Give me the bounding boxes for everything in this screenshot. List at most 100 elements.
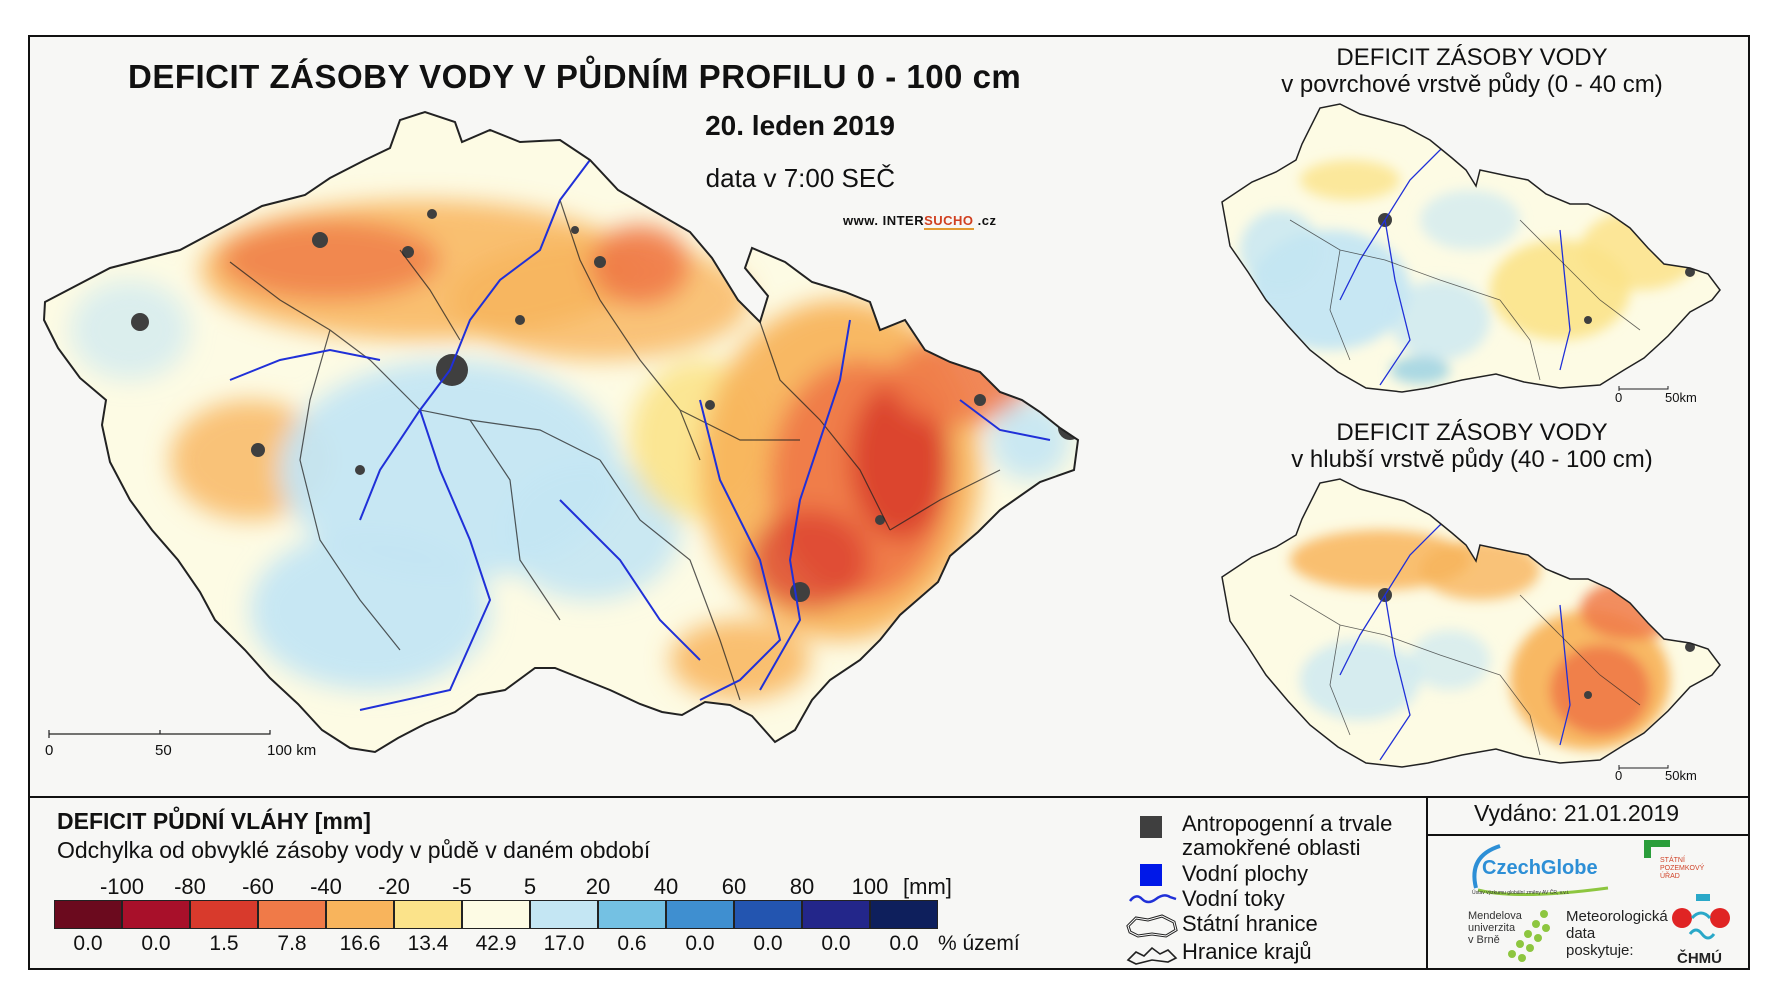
inset-bottom-scale-bar [1618, 765, 1669, 770]
legend-break-label: -40 [310, 874, 342, 899]
legend-percentage: 42.9 [475, 932, 517, 955]
inset-bottom-scale-0: 0 [1615, 768, 1623, 783]
website-highlight: SUCHO [924, 213, 974, 230]
legend-percentage: 17.0 [543, 932, 585, 955]
legend-swatch [462, 900, 530, 929]
urban-label-line2: zamokřené oblasti [1182, 835, 1361, 860]
rivers [229, 159, 1051, 711]
legend-region-border: Hranice krajů [1122, 940, 1312, 968]
legend-percentage: 1.5 [209, 932, 239, 955]
meteo-data-text: Meteorologická data poskytuje: [1566, 908, 1668, 959]
rivers-label: Vodní toky [1182, 886, 1285, 911]
legend-percentage: 7.8 [277, 932, 307, 955]
legend-percentage: 0.0 [685, 932, 715, 955]
legend-swatch [190, 900, 258, 929]
water-square-icon [1140, 864, 1162, 886]
website-prefix: www. INTER [843, 213, 925, 228]
legend-percentage: 0.0 [73, 932, 103, 955]
main-scale-100: 100 km [267, 742, 317, 759]
legend-swatch [870, 900, 938, 929]
main-scale-50: 50 [155, 742, 172, 759]
region-border-label: Hranice krajů [1182, 939, 1312, 964]
legend-break-label: 20 [585, 874, 611, 899]
river-line-icon [1129, 894, 1177, 904]
inset-bottom-border [1221, 478, 1721, 768]
legend-break-label: -5 [452, 874, 472, 899]
legend-swatch [598, 900, 666, 929]
state-border-label: Státní hranice [1182, 911, 1318, 936]
legend-swatch [530, 900, 598, 929]
issued-date: Vydáno: 21.01.2019 [1474, 800, 1680, 826]
legend-percentage: 13.4 [407, 932, 449, 955]
issued-separator [1428, 834, 1750, 836]
inset-bottom-title-line2: v hlubší vrstvě půdy (40 - 100 cm) [1291, 446, 1653, 473]
czechglobe-text: CzechGlobe [1482, 857, 1598, 879]
legend-rivers: Vodní toky [1122, 887, 1285, 913]
legend-swatch [394, 900, 462, 929]
legend-percentage: 0.6 [617, 932, 647, 955]
legend-percentage: 0.0 [821, 932, 851, 955]
main-scale-bar [48, 730, 271, 738]
data-time: data v 7:00 SEČ [705, 163, 895, 193]
legend-break-label: 80 [789, 874, 815, 899]
legend-subtitle: Odchylka od obvyklé zásoby vody v půdě v… [57, 837, 651, 863]
chmu-emblem-icon [1672, 894, 1730, 940]
state-border-icon [1126, 914, 1178, 938]
legend-separator [28, 796, 1750, 798]
spu-mark-icon [1644, 840, 1670, 858]
inset-top-scale-bar [1618, 386, 1669, 391]
inset-bottom-title: DEFICIT ZÁSOBY VODY v hlubší vrstvě půdy… [1212, 419, 1732, 473]
legend-break-label: -20 [378, 874, 410, 899]
legend-swatch [666, 900, 734, 929]
legend-swatch [54, 900, 122, 929]
region-borders [229, 199, 1001, 701]
mendel-dots-icon [1508, 910, 1550, 962]
inset-top-scale-50: 50km [1665, 390, 1697, 405]
legend-unit: [mm] [903, 874, 952, 899]
legend-break-label: -60 [242, 874, 274, 899]
spu-line1: STÁTNÍ [1660, 857, 1685, 864]
legend-water: Vodní plochy [1122, 862, 1308, 888]
website-suffix: .cz [973, 213, 997, 228]
legend-break-label: -80 [174, 874, 206, 899]
legend-state-border: Státní hranice [1122, 912, 1318, 940]
chmu-text: ČHMÚ [1677, 950, 1722, 967]
legend-break-label: 60 [721, 874, 747, 899]
urban-label-line1: Antropogenní a trvale [1182, 811, 1393, 836]
water-label: Vodní plochy [1182, 861, 1308, 886]
legend-swatch [326, 900, 394, 929]
legend-percentage: 0.0 [753, 932, 783, 955]
inset-top-title-line2: v povrchové vrstvě půdy (0 - 40 cm) [1281, 71, 1663, 98]
meteo-line1: Meteorologická [1566, 908, 1668, 925]
legend-break-label: 5 [523, 874, 537, 899]
inset-top-title-line1: DEFICIT ZÁSOBY VODY [1336, 44, 1608, 71]
spu-text: STÁTNÍ POZEMKOVÝ ÚŘAD [1660, 857, 1704, 881]
main-date: 20. leden 2019 [705, 110, 895, 141]
czechglobe-swoosh-icon [1472, 844, 1609, 897]
legend-break-label: -100 [99, 874, 145, 899]
mendel-text: Mendelova univerzita v Brně [1468, 910, 1522, 946]
czechglobe-subtitle: Ústav výzkumu globální změny AV ČR, v.v.… [1472, 890, 1570, 896]
legend-title: DEFICIT PŮDNÍ VLÁHY [mm] [57, 808, 371, 834]
region-border-icon [1126, 946, 1178, 965]
website-link[interactable]: www. INTERSUCHO .cz [843, 213, 997, 230]
urban-square-icon [1140, 816, 1162, 838]
legend-percentage: 16.6 [339, 932, 381, 955]
inset-bottom-map [1222, 479, 1720, 767]
legend-swatch [802, 900, 870, 929]
meteo-line3: poskytuje: [1566, 942, 1634, 959]
mendel-line1: Mendelova [1468, 910, 1522, 922]
legend-break-label: 100 [851, 874, 889, 899]
main-scale-0: 0 [45, 742, 54, 759]
main-title: DEFICIT ZÁSOBY VODY V PŮDNÍM PROFILU 0 -… [128, 58, 1022, 95]
urban-label: Antropogenní a trvale zamokřené oblasti [1182, 812, 1392, 860]
inset-top-scale-0: 0 [1615, 390, 1623, 405]
inset-bottom-title-line1: DEFICIT ZÁSOBY VODY [1336, 419, 1608, 446]
mendel-line2: univerzita [1468, 922, 1516, 934]
spu-line2: POZEMKOVÝ [1660, 865, 1705, 872]
inset-top-border [1221, 103, 1721, 393]
legend-percentage: 0.0 [141, 932, 171, 955]
meteo-line2: data [1566, 925, 1596, 942]
main-state-border [42, 110, 1080, 754]
